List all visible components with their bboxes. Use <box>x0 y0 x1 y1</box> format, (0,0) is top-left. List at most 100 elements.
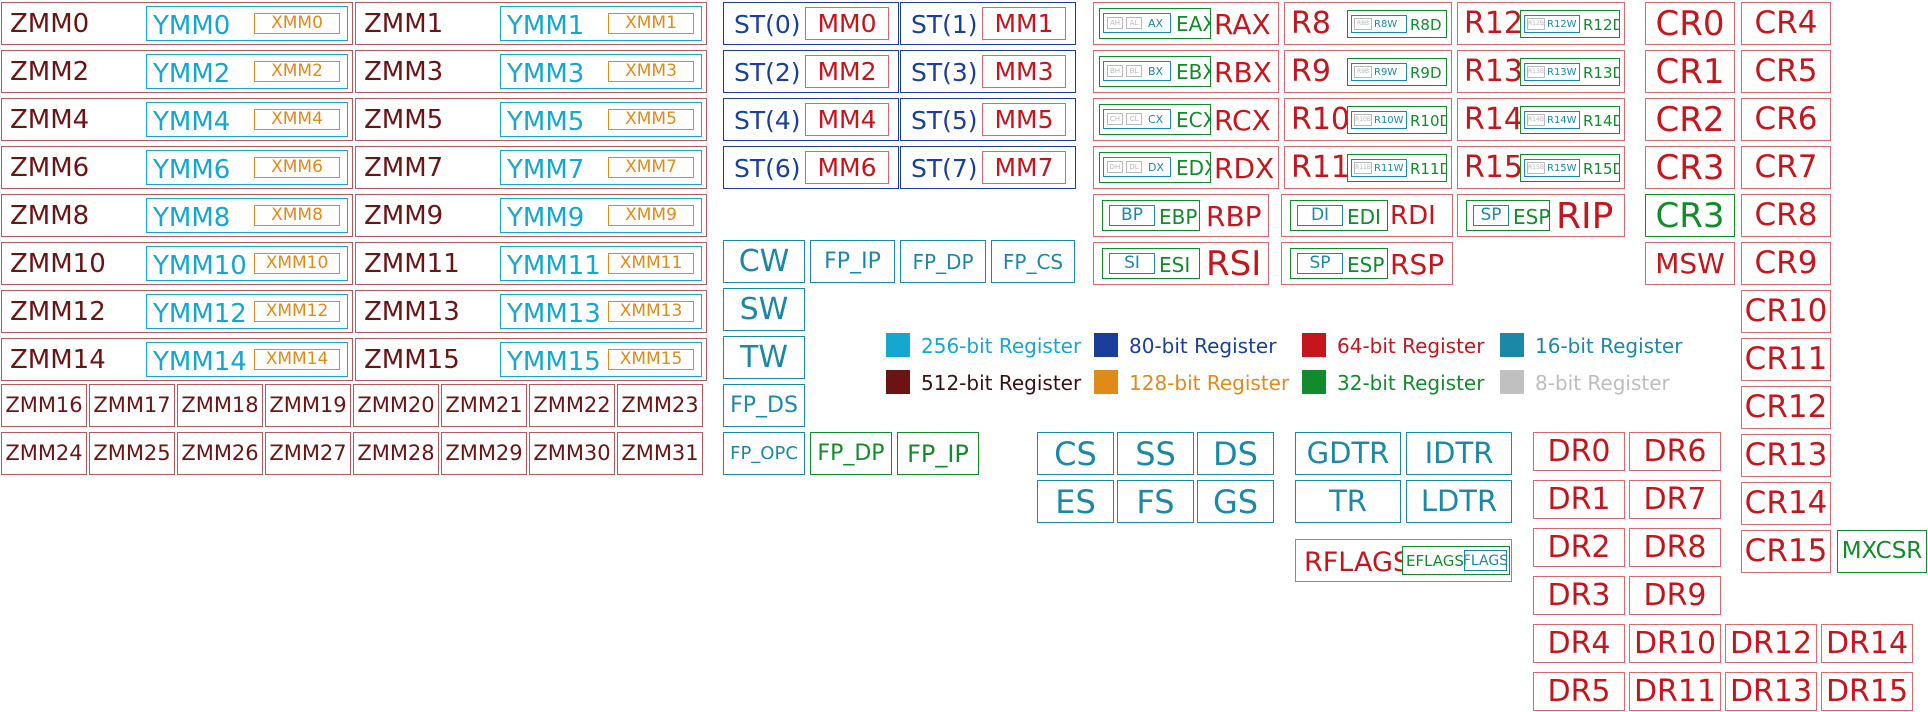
legend-swatch <box>886 370 910 394</box>
xmm-register: XMM5 <box>608 109 694 130</box>
gpr-16-label: R11W <box>1374 163 1404 174</box>
gpr-16-label: R14W <box>1547 115 1577 126</box>
gpr-32: R14D R14W R14B <box>1520 106 1620 134</box>
debug-register: DR10 <box>1629 624 1721 663</box>
zmm-register: ZMM21 <box>441 384 527 427</box>
control-register: CR5 <box>1741 50 1831 93</box>
zmm-register: ZMM31 <box>617 432 703 475</box>
xmm-register: XMM8 <box>254 205 340 226</box>
control-register: CR10 <box>1741 290 1831 333</box>
st-label: ST(5) <box>911 106 978 135</box>
gpr-64: R8 R8D R8W R8B <box>1284 2 1452 45</box>
gpr-64-label: RDI <box>1390 201 1436 231</box>
gpr-32-label: R8D <box>1410 16 1442 34</box>
gpr-32: R12D R12W R12B <box>1520 10 1620 38</box>
gpr-64: RBP EBP BP <box>1093 194 1269 237</box>
xmm-register: XMM0 <box>254 13 340 34</box>
gpr-8-low: CL <box>1126 113 1142 125</box>
gpr-8-high: BH <box>1107 65 1123 77</box>
xmm-register: XMM2 <box>254 61 340 82</box>
segment-register: ES <box>1037 480 1114 523</box>
idtr-register: IDTR <box>1406 432 1512 475</box>
gpr-32: ESI SI <box>1102 248 1200 279</box>
gpr-16: R10W R10B <box>1351 111 1407 129</box>
gpr-8: R12B <box>1527 18 1545 30</box>
gpr-16-label: R8W <box>1374 19 1398 30</box>
ymm-label: YMM12 <box>153 299 247 329</box>
gpr-16: R15W R15B <box>1524 159 1580 177</box>
tr-register: TR <box>1295 480 1401 523</box>
legend-swatch <box>886 333 910 357</box>
control-register: CR11 <box>1741 338 1831 381</box>
control-register: CR3 <box>1645 194 1735 237</box>
xmm-register: XMM4 <box>254 109 340 130</box>
debug-register: DR3 <box>1533 576 1625 615</box>
rflags-label: RFLAGS <box>1304 547 1411 578</box>
xmm-register: XMM9 <box>608 205 694 226</box>
control-register: CR13 <box>1741 434 1831 477</box>
zmm-register: ZMM30 <box>529 432 615 475</box>
fpu-fp-dp-32: FP_DP <box>810 432 892 475</box>
ymm-label: YMM11 <box>507 251 601 281</box>
gpr-16-label: R13W <box>1547 67 1577 78</box>
fpu-fp-dp: FP_DP <box>900 240 986 283</box>
gpr-16: BP <box>1109 205 1155 226</box>
gpr-16: CX CH CL <box>1103 109 1171 129</box>
segment-register: GS <box>1197 480 1274 523</box>
gpr-64-label: R14 <box>1464 102 1524 137</box>
gpr-32-label: R13D <box>1583 64 1620 82</box>
xmm-register: XMM11 <box>608 253 694 274</box>
gpr-64: RSI ESI SI <box>1093 242 1269 285</box>
zmm-register: ZMM20 <box>353 384 439 427</box>
eflags-register: EFLAGS FLAGS <box>1402 546 1510 575</box>
gpr-8-low: DL <box>1126 161 1142 173</box>
gpr-32: R8D R8W R8B <box>1347 10 1447 38</box>
gpr-64-label: RIP <box>1556 196 1614 237</box>
control-register: CR0 <box>1645 2 1735 45</box>
st-label: ST(1) <box>911 10 978 39</box>
gpr-16: DX DH DL <box>1103 157 1171 177</box>
control-register: CR4 <box>1741 2 1831 45</box>
gpr-32: R15D R15W R15B <box>1520 154 1620 182</box>
ymm-label: YMM14 <box>153 347 247 377</box>
gpr-64-label: RSI <box>1206 244 1262 284</box>
ymm-label: YMM2 <box>153 59 231 89</box>
gpr-8-high: DH <box>1107 161 1123 173</box>
gpr-32-label: R15D <box>1583 160 1620 178</box>
debug-register: DR11 <box>1629 672 1721 711</box>
st-label: ST(7) <box>911 154 978 183</box>
gpr-16-label: R15W <box>1547 163 1577 174</box>
gpr-16-label: BX <box>1148 65 1164 78</box>
gpr-16: R9W R9B <box>1351 63 1407 81</box>
legend-label: 32-bit Register <box>1337 371 1485 395</box>
debug-register: DR0 <box>1533 432 1625 471</box>
control-register: CR8 <box>1741 194 1831 237</box>
ymm-label: YMM10 <box>153 251 247 281</box>
gpr-32: EDI DI <box>1290 200 1388 231</box>
ymm-label: YMM3 <box>507 59 585 89</box>
zmm-register: ZMM19 <box>265 384 351 427</box>
legend-swatch <box>1500 370 1524 394</box>
xmm-register: XMM14 <box>254 349 340 370</box>
gpr-16-label: R9W <box>1374 67 1398 78</box>
legend-label: 128-bit Register <box>1129 371 1290 395</box>
debug-register: DR15 <box>1821 672 1913 711</box>
xmm-register: XMM15 <box>608 349 694 370</box>
xmm-register: XMM1 <box>608 13 694 34</box>
gpr-32: R13D R13W R13B <box>1520 58 1620 86</box>
ymm-label: YMM0 <box>153 11 231 41</box>
legend-swatch <box>1500 333 1524 357</box>
segment-register: DS <box>1197 432 1274 475</box>
gpr-16-label: AX <box>1148 17 1164 30</box>
gpr-32-label: R10D <box>1410 112 1447 130</box>
ymm-register: YMM4 <box>146 102 348 137</box>
zmm-register: ZMM22 <box>529 384 615 427</box>
gpr-8: R10B <box>1354 114 1372 126</box>
gpr-8: R15B <box>1527 162 1545 174</box>
ymm-register: YMM1 <box>500 6 702 41</box>
gpr-16: R13W R13B <box>1524 63 1580 81</box>
legend-swatch <box>1094 333 1118 357</box>
mmx-register: MM6 <box>805 151 889 184</box>
